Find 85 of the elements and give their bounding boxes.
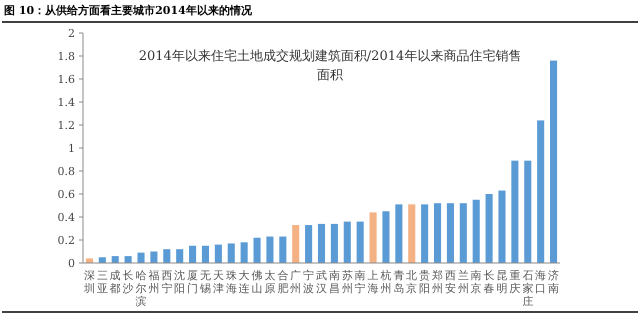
bar [266, 236, 274, 263]
x-tick-label: 佛山 [252, 269, 263, 295]
x-tick-label: 郑州 [432, 269, 444, 295]
bar [382, 211, 390, 263]
y-tick-label: 1.6 [58, 73, 75, 86]
bar [460, 203, 467, 263]
x-tick-label: 海口 [535, 269, 546, 295]
y-tick-label: 1 [68, 142, 75, 155]
x-tick-label: 济南 [548, 269, 560, 295]
x-tick-label: 南京 [470, 269, 482, 295]
bar [434, 203, 442, 263]
bar [228, 243, 235, 263]
x-tick-label: 广州 [290, 269, 302, 295]
x-tick-label: 石家庄 [522, 269, 534, 308]
y-tick-label: 0.6 [58, 188, 75, 201]
x-tick-label: 合肥 [277, 269, 288, 295]
bar [498, 190, 506, 263]
bar [356, 222, 364, 263]
y-tick-label: 0.2 [58, 234, 75, 247]
bar [253, 238, 261, 263]
x-tick-label: 无锡 [198, 269, 211, 295]
bar [395, 204, 402, 263]
x-tick-label: 厦门 [187, 269, 198, 295]
bar [318, 224, 326, 263]
x-tick-label: 哈尔滨 [136, 269, 147, 308]
bar [421, 204, 428, 263]
bar [240, 242, 248, 263]
text: 2014年以来住宅土地成交规划建筑面积/2014年以来商品住宅销售面积 [138, 48, 522, 83]
x-tick-label: 长沙 [122, 269, 134, 295]
bar [408, 204, 416, 263]
x-tick-label: 太原 [264, 269, 276, 295]
bar [202, 246, 210, 263]
bar [486, 194, 493, 263]
x-tick-label: 西宁 [161, 269, 172, 295]
y-tick-label: 2 [68, 27, 75, 40]
bar [150, 252, 158, 263]
x-tick-label: 福州 [148, 269, 160, 295]
x-tick-label: 三亚 [96, 269, 108, 295]
x-tick-label: 南宁 [354, 269, 366, 295]
x-tick-label: 上海 [368, 269, 379, 295]
x-tick-label: 南昌 [328, 269, 340, 295]
bar [446, 203, 454, 263]
bar [189, 246, 196, 263]
x-tick-label: 武汉 [316, 269, 327, 295]
bar [176, 249, 184, 263]
x-tick-label: 青岛 [393, 269, 404, 295]
x-tick-label: 宁波 [303, 269, 314, 295]
x-tick-label: 深圳 [82, 269, 95, 295]
bar [292, 225, 300, 263]
chart-title: 图 10：从供给方面看主要城市2014年以来的情况 [4, 4, 253, 17]
bar [537, 120, 544, 263]
y-tick-label: 1.2 [58, 119, 75, 132]
y-tick-label: 1.4 [58, 96, 75, 109]
bar [344, 222, 351, 263]
x-tick-label: 昆明 [496, 269, 508, 295]
bar [305, 225, 312, 263]
x-tick-label: 杭州 [379, 269, 392, 295]
bar [550, 60, 558, 263]
x-tick-label: 沈阳 [174, 269, 186, 295]
bar [370, 212, 377, 263]
x-tick-label: 苏州 [342, 269, 353, 295]
bar [511, 160, 518, 263]
x-tick-label: 北京 [406, 269, 418, 295]
bar [524, 160, 532, 263]
x-tick-label: 天津 [212, 269, 224, 295]
x-tick-label: 兰州 [458, 269, 469, 295]
y-tick-label: 0.8 [58, 165, 75, 178]
bar [163, 249, 170, 263]
x-tick-label: 长春 [484, 269, 495, 295]
x-tick-label: 大连 [238, 269, 250, 295]
bar [124, 256, 132, 263]
y-tick-label: 0 [68, 257, 75, 270]
x-tick-label: 成都 [110, 269, 121, 295]
x-tick-label: 西安 [444, 269, 456, 295]
x-tick-label: 珠海 [226, 269, 237, 295]
x-tick-label: 贵阳 [419, 269, 430, 295]
bar [214, 244, 222, 263]
bar [112, 256, 119, 263]
bar [472, 200, 480, 263]
y-tick-label: 1.8 [58, 50, 75, 63]
x-tick-label: 重庆 [509, 269, 520, 295]
bar [137, 252, 145, 263]
y-tick-label: 0.4 [58, 211, 75, 224]
bar [330, 224, 338, 263]
bar [279, 236, 286, 263]
